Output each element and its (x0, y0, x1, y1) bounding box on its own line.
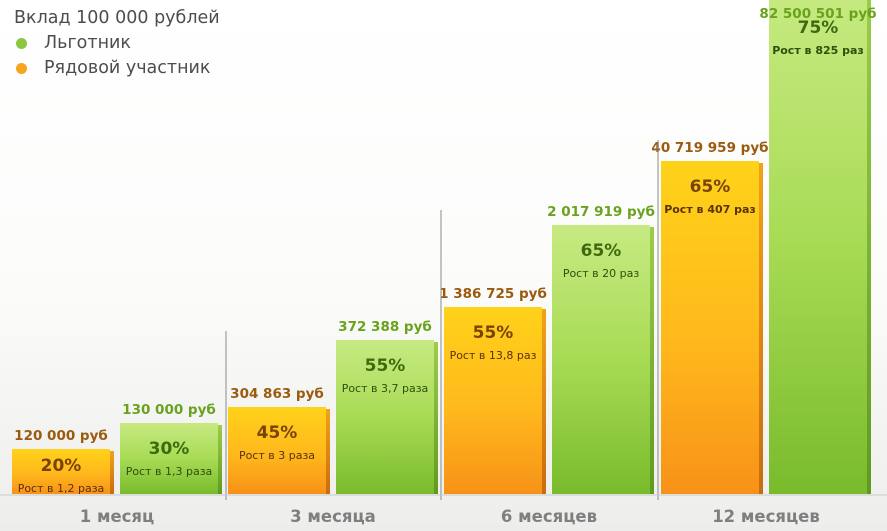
bar-lgotnik-4 (769, 0, 867, 494)
bar-ordinary-1 (12, 449, 110, 494)
percent-label-ordinary-1: 20% (41, 456, 82, 476)
growth-label-ordinary-1: Рост в 1,2 раза (18, 482, 105, 495)
percent-label-lgotnik-1: 30% (149, 439, 190, 459)
growth-label-ordinary-4: Рост в 407 раз (664, 203, 756, 216)
value-label-ordinary-1: 120 000 руб (14, 428, 108, 444)
growth-label-ordinary-3: Рост в 13,8 раз (450, 349, 537, 362)
bar-ordinary-4 (661, 161, 759, 494)
bar-lgotnik-2 (336, 340, 434, 494)
legend-item-lgotnik: Льготник (14, 31, 220, 56)
bar-lgotnik-3 (552, 225, 650, 494)
percent-label-ordinary-4: 65% (690, 177, 731, 197)
legend-item-ordinary: Рядовой участник (14, 56, 220, 81)
bar-lgotnik-1 (120, 423, 218, 494)
value-label-ordinary-2: 304 863 руб (230, 386, 324, 402)
category-label-3: 6 месяцев (501, 507, 597, 526)
bar-side-ordinary-3 (542, 309, 546, 494)
bar-side-ordinary-2 (326, 409, 330, 494)
bar-side-lgotnik-2 (434, 342, 438, 494)
percent-label-ordinary-3: 55% (473, 323, 514, 343)
value-label-lgotnik-4: 82 500 501 руб (759, 6, 876, 22)
growth-label-lgotnik-4: Рост в 825 раз (772, 44, 864, 57)
category-label-4: 12 месяцев (712, 507, 820, 526)
percent-label-lgotnik-4: 75% (798, 18, 839, 38)
bar-ordinary-3 (444, 307, 542, 494)
chart-title: Вклад 100 000 рублей (14, 8, 220, 28)
bar-side-lgotnik-4 (867, 0, 871, 494)
value-label-lgotnik-2: 372 388 руб (338, 319, 432, 335)
bar-side-lgotnik-1 (218, 425, 222, 494)
legend-dot-orange (16, 63, 27, 74)
category-label-1: 1 месяц (80, 507, 155, 526)
growth-label-ordinary-2: Рост в 3 раза (239, 449, 315, 462)
growth-label-lgotnik-2: Рост в 3,7 раза (342, 382, 429, 395)
legend-label-lgotnik: Льготник (44, 33, 131, 53)
percent-label-lgotnik-2: 55% (365, 356, 406, 376)
bar-side-lgotnik-3 (650, 227, 654, 494)
legend-label-ordinary: Рядовой участник (44, 58, 211, 78)
value-label-ordinary-3: 1 386 725 руб (439, 286, 547, 302)
growth-label-lgotnik-1: Рост в 1,3 раза (126, 465, 213, 478)
percent-label-ordinary-2: 45% (257, 423, 298, 443)
bar-ordinary-2 (228, 407, 326, 494)
bar-side-ordinary-1 (110, 451, 114, 494)
category-label-2: 3 месяца (290, 507, 376, 526)
growth-label-lgotnik-3: Рост в 20 раз (563, 267, 640, 280)
bar-side-ordinary-4 (759, 163, 763, 494)
percent-label-lgotnik-3: 65% (581, 241, 622, 261)
value-label-lgotnik-3: 2 017 919 руб (547, 204, 655, 220)
legend-dot-green (16, 38, 27, 49)
value-label-lgotnik-1: 130 000 руб (122, 402, 216, 418)
chart-legend: Вклад 100 000 рублей Льготник Рядовой уч… (14, 6, 220, 81)
value-label-ordinary-4: 40 719 959 руб (651, 140, 768, 156)
